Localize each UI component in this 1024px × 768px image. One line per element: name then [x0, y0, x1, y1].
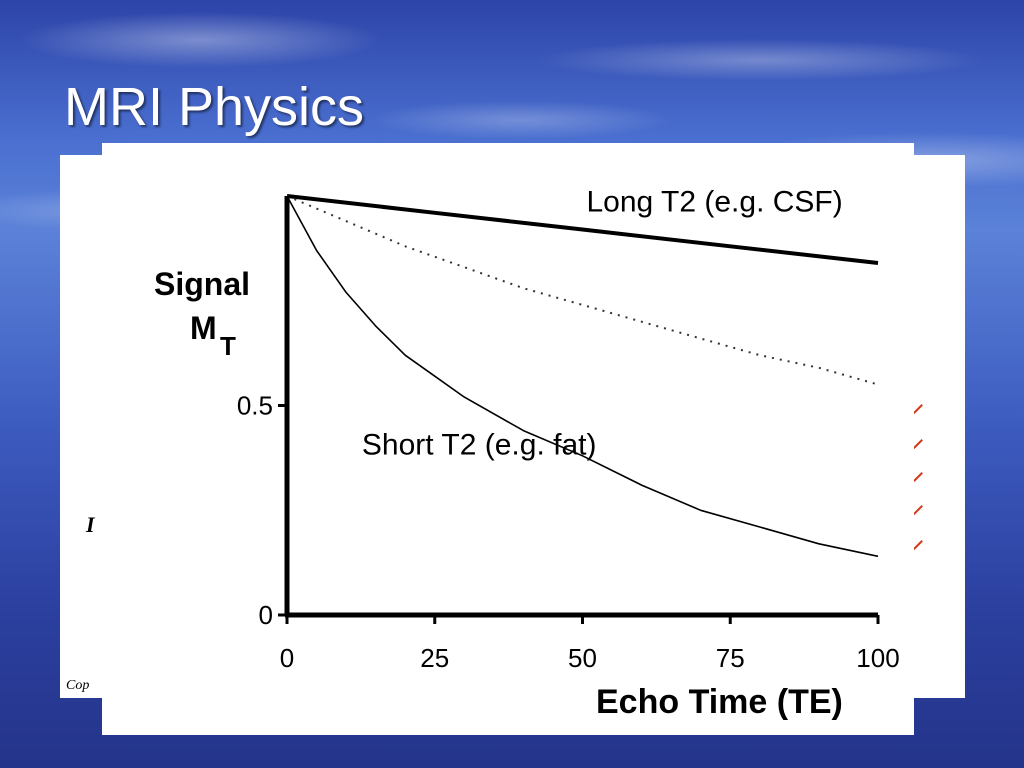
x-axis-title: Echo Time (TE) — [596, 683, 843, 721]
series-annotation-2: Short T2 (e.g. fat) — [362, 429, 597, 462]
y-tick-label: 0 — [259, 600, 273, 630]
y-axis-symbol: M — [190, 310, 217, 346]
x-tick-label: 100 — [856, 643, 899, 673]
series-line-2 — [286, 195, 879, 386]
x-tick-label: 75 — [716, 643, 745, 673]
y-axis-title: Signal — [154, 266, 250, 302]
x-tick-label: 50 — [568, 643, 597, 673]
series-annotation-1: Long T2 (e.g. CSF) — [587, 186, 843, 219]
x-tick-label: 25 — [420, 643, 449, 673]
decay-chart: 0 25 50 75 100 0 0.5 Signal M T Echo Time (TE)… — [154, 186, 900, 721]
y-tick-label: 0.5 — [237, 391, 273, 421]
back-panel-letter-i: I — [86, 512, 95, 537]
series-line-3 — [286, 195, 879, 558]
y-axis-subscript: T — [220, 331, 236, 361]
chart-panel: 0 25 50 75 100 0 0.5 Signal M T Echo Time (TE)… — [102, 143, 914, 735]
x-tick-label: 0 — [280, 643, 294, 673]
back-panel-copyright: Cop — [66, 678, 90, 693]
series-line-1 — [286, 194, 879, 265]
slide-title: MRI Physics — [64, 77, 365, 137]
